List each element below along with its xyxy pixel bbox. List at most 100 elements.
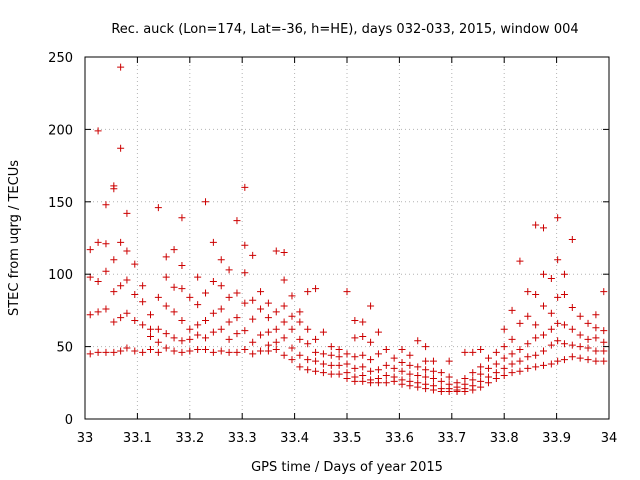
data-point — [147, 325, 154, 333]
x-tick-label: 33.7 — [437, 431, 466, 446]
data-point — [477, 345, 485, 353]
data-point — [335, 345, 343, 353]
data-point — [547, 341, 555, 349]
data-point — [123, 309, 131, 317]
data-point — [429, 374, 437, 382]
data-point — [335, 361, 343, 369]
data-point — [568, 353, 576, 361]
data-point — [437, 369, 445, 377]
data-point — [288, 292, 296, 300]
data-point — [131, 347, 139, 355]
data-point — [554, 293, 562, 301]
data-point — [374, 374, 382, 382]
data-point — [202, 198, 210, 206]
data-point — [186, 325, 194, 333]
data-point — [540, 302, 547, 310]
data-point — [508, 350, 516, 358]
data-point — [94, 238, 102, 246]
data-point — [209, 309, 217, 317]
data-point — [547, 309, 555, 317]
data-point — [296, 318, 304, 326]
data-point — [249, 296, 257, 304]
data-point — [139, 321, 147, 329]
data-point — [194, 345, 202, 353]
data-point — [359, 372, 367, 380]
data-point — [327, 343, 335, 351]
data-point — [592, 334, 600, 342]
data-point — [508, 306, 516, 314]
data-point — [532, 221, 540, 229]
data-point — [367, 376, 375, 384]
data-point — [123, 344, 131, 352]
data-point — [272, 247, 280, 255]
x-tick-label: 34 — [601, 431, 618, 446]
data-point — [516, 257, 524, 265]
data-point — [319, 350, 327, 358]
data-point — [280, 248, 288, 256]
data-point — [154, 348, 162, 356]
data-point — [304, 325, 312, 333]
data-point — [170, 308, 178, 316]
data-point — [584, 319, 592, 327]
data-point — [484, 354, 492, 362]
data-point — [312, 348, 320, 356]
data-point — [568, 235, 576, 243]
data-point — [117, 63, 125, 71]
data-point — [288, 325, 296, 333]
data-point — [477, 370, 485, 378]
data-point — [162, 253, 170, 261]
data-point — [110, 348, 118, 356]
data-point — [576, 331, 584, 339]
data-point — [194, 273, 202, 281]
data-point — [351, 373, 359, 381]
data-point — [217, 305, 225, 313]
data-point — [241, 269, 249, 277]
data-point — [524, 353, 532, 361]
data-point — [422, 357, 430, 365]
data-point — [327, 361, 335, 369]
x-tick-label: 33.6 — [385, 431, 414, 446]
data-point — [272, 308, 280, 316]
data-point — [139, 282, 147, 290]
data-point — [516, 319, 524, 327]
data-point — [600, 347, 608, 355]
data-point — [461, 348, 469, 356]
data-point — [296, 363, 304, 371]
data-point — [390, 354, 398, 362]
data-point — [123, 276, 131, 284]
grid-lines — [85, 57, 609, 419]
data-point — [280, 276, 288, 284]
data-point — [147, 332, 154, 340]
data-point — [540, 347, 547, 355]
data-point — [170, 283, 178, 291]
data-point — [186, 335, 194, 343]
data-point — [86, 273, 94, 281]
data-point — [94, 308, 102, 316]
data-point — [414, 372, 422, 380]
data-point — [225, 293, 233, 301]
x-tick-label: 33.9 — [542, 431, 571, 446]
data-point — [102, 348, 110, 356]
data-point — [272, 345, 280, 353]
data-point — [170, 246, 178, 254]
data-point — [241, 327, 249, 335]
data-point — [351, 364, 359, 372]
data-point — [217, 256, 225, 264]
data-point — [131, 317, 139, 325]
data-point — [249, 251, 257, 259]
data-point — [257, 305, 265, 313]
data-point — [102, 201, 110, 209]
data-point — [186, 347, 194, 355]
data-point — [592, 357, 600, 365]
data-point — [117, 238, 125, 246]
x-tick-label: 33.2 — [175, 431, 204, 446]
data-point — [131, 290, 139, 298]
data-point — [209, 277, 217, 285]
data-point — [540, 224, 547, 232]
data-point — [576, 354, 584, 362]
data-point — [280, 334, 288, 342]
data-point — [414, 337, 422, 345]
data-points — [86, 63, 608, 395]
data-point — [390, 364, 398, 372]
data-point — [500, 364, 508, 372]
